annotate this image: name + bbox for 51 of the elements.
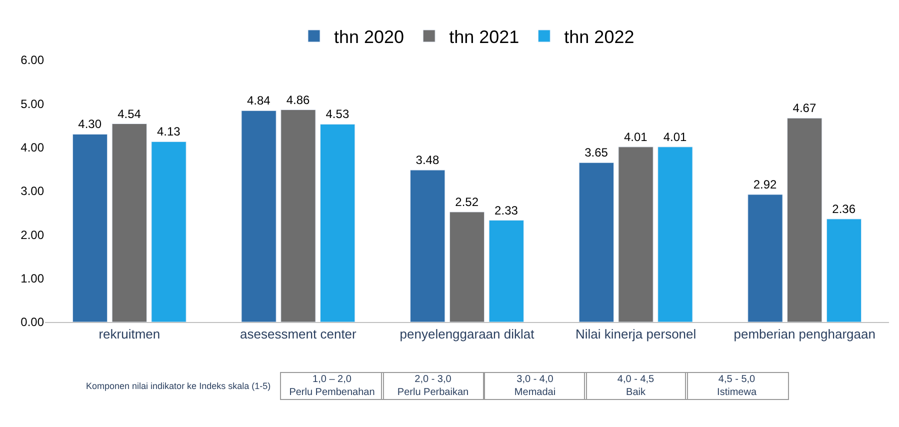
legend-label: thn 2020 (334, 26, 404, 47)
text: 2,0 - 3,0 Perlu Perbaikan (397, 374, 469, 398)
bar (488, 220, 524, 322)
text: 4,5 - 5,0 Istimewa (717, 374, 757, 398)
x-tick-label: Nilai kinerja personel (575, 326, 696, 342)
x-tick-label: penyelenggaraan diklat (400, 326, 535, 342)
y-tick-label: 6.00 (20, 53, 44, 68)
legend-label: thn 2022 (564, 26, 634, 47)
data-label: 2.33 (494, 203, 518, 218)
data-label: 4.84 (246, 94, 271, 108)
data-label: 4.67 (792, 101, 816, 116)
bar (658, 146, 693, 322)
bar (410, 170, 446, 322)
x-tick-label: pemberian penghargaan (734, 326, 876, 342)
data-label: 4.54 (118, 106, 142, 121)
data-label: 4.01 (624, 130, 648, 144)
data-label: 4.30 (78, 117, 102, 132)
bar (748, 194, 783, 322)
legend-label: thn 2021 (449, 26, 520, 47)
x-tick-label: rekruitmen (98, 326, 160, 342)
text: 4,0 - 4,5 Baik (617, 374, 655, 398)
data-label: 3.48 (416, 153, 440, 168)
data-label: 4.53 (326, 107, 350, 122)
bar (241, 110, 276, 322)
bar (112, 124, 147, 322)
bar (826, 218, 862, 322)
text: 3,0 - 4,0 Memadai (514, 374, 556, 398)
bar (787, 118, 822, 322)
bar (72, 134, 108, 322)
data-label: 4.13 (156, 124, 181, 139)
bar (320, 124, 356, 322)
data-label: 3.65 (584, 146, 608, 160)
data-label: 4.86 (286, 92, 310, 107)
bar (618, 146, 654, 322)
x-tick-label: asesessment center (240, 326, 358, 342)
data-label: 2.52 (455, 194, 479, 209)
bar (151, 141, 186, 322)
y-tick-label: 0.00 (20, 315, 44, 330)
y-tick-label: 4.00 (20, 140, 44, 155)
data-label: 4.01 (663, 130, 688, 144)
y-tick-label: 5.00 (20, 96, 44, 111)
data-label: 2.36 (832, 202, 856, 216)
bar (280, 110, 316, 322)
y-tick-label: 2.00 (20, 228, 44, 242)
text: Komponen nilai indikator ke Indeks skala (1-5) (86, 381, 271, 391)
text: 1,0 – 2,0 Perlu Pembenahan (289, 374, 375, 398)
bar (449, 212, 485, 322)
y-tick-label: 1.00 (20, 272, 44, 286)
bar (578, 162, 614, 322)
y-tick-label: 3.00 (20, 184, 44, 198)
data-label: 2.92 (753, 177, 778, 192)
